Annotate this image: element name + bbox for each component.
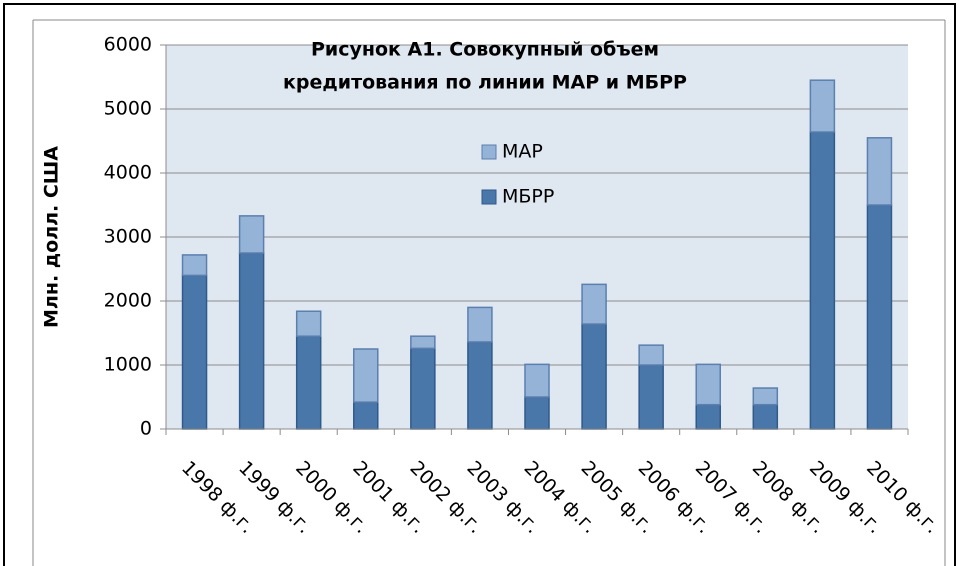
legend-label: МБРР xyxy=(502,186,554,208)
y-tick-label: 4000 xyxy=(104,162,152,184)
bar-segment xyxy=(181,274,208,430)
legend-swatch xyxy=(481,189,497,205)
bar-segment xyxy=(238,215,265,254)
bar-segment xyxy=(581,323,607,430)
y-tick-label: 1000 xyxy=(104,354,152,376)
bar-segment xyxy=(524,363,550,398)
bar-segment xyxy=(295,335,322,430)
legend-label: МАР xyxy=(502,141,543,163)
y-axis-label: Млн. долл. США xyxy=(41,146,63,328)
y-tick-label: 6000 xyxy=(104,34,152,56)
bar-segment xyxy=(866,204,893,430)
bar-segment xyxy=(524,396,550,430)
bar-segment xyxy=(467,306,493,343)
bar-segment xyxy=(295,310,322,337)
bar-segment xyxy=(353,348,379,403)
bar-segment xyxy=(581,283,607,325)
bar-segment xyxy=(695,403,721,430)
bar-segment xyxy=(809,131,836,430)
bar-segment xyxy=(866,137,893,206)
bar-segment xyxy=(752,387,779,406)
bar-segment xyxy=(638,364,664,430)
bar-segment xyxy=(638,344,664,366)
frame xyxy=(3,3,956,566)
bar-segment xyxy=(695,363,721,406)
bar-segment xyxy=(238,252,265,430)
y-tick-label: 5000 xyxy=(104,98,152,120)
bar-segment xyxy=(181,254,208,277)
y-tick-label: 0 xyxy=(140,418,152,440)
bar-segment xyxy=(467,341,493,430)
y-tick-label: 2000 xyxy=(104,290,152,312)
bar-segment xyxy=(353,401,379,430)
bar-segment xyxy=(410,347,436,430)
bar-segment xyxy=(410,335,436,350)
y-tick-label: 3000 xyxy=(104,226,152,248)
chart-subtitle: кредитования по линии МАР и МБРР xyxy=(283,72,687,94)
bar-segment xyxy=(809,79,836,133)
legend-swatch xyxy=(481,144,497,160)
chart-title: Рисунок А1. Совокупный объем xyxy=(311,39,659,61)
bar-segment xyxy=(752,403,779,430)
